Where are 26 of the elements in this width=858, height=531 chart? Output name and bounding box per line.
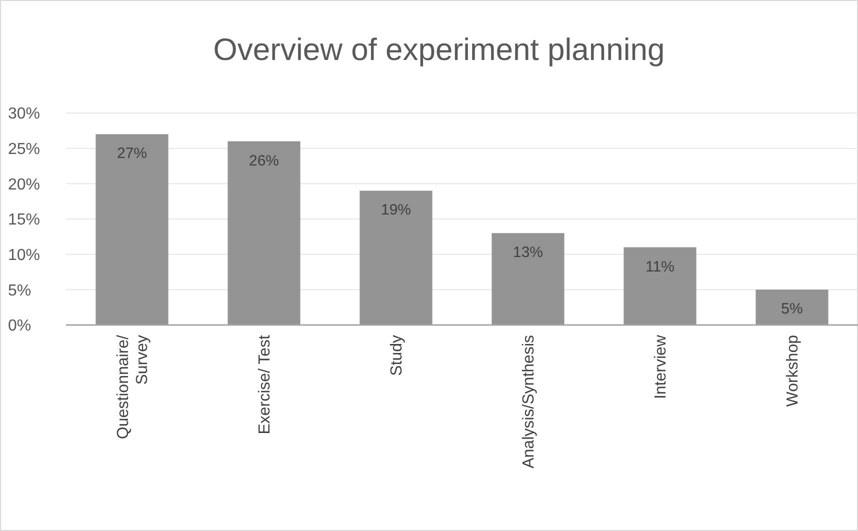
- data-label: 5%: [781, 300, 803, 318]
- bar: [360, 190, 432, 325]
- bar: [96, 134, 168, 325]
- y-tick-label: 0%: [8, 318, 32, 335]
- data-label: 19%: [380, 202, 412, 219]
- data-label: 27%: [116, 145, 148, 162]
- bar: [756, 290, 828, 325]
- y-tick-label: 10%: [8, 246, 40, 264]
- x-tick-label: Study: [388, 335, 406, 376]
- bar: [492, 233, 564, 325]
- x-tick-label: Interview: [652, 334, 670, 400]
- x-tick-label: Workshop: [784, 334, 802, 407]
- y-tick-label: 5%: [8, 282, 32, 300]
- y-tick-label: 20%: [8, 176, 40, 194]
- x-tick-label: Analysis/Synthesis: [520, 335, 538, 468]
- chart-title: Overview of experiment planning: [213, 32, 665, 67]
- y-tick-label: 30%: [8, 106, 40, 123]
- y-tick-label: 15%: [8, 212, 40, 229]
- y-tick-label: 25%: [8, 140, 40, 158]
- data-label: 11%: [646, 258, 674, 276]
- data-label: 13%: [512, 244, 544, 262]
- bar: [228, 141, 300, 325]
- x-tick-label: Questionnaire/ Survey: [115, 334, 152, 440]
- x-tick-label: Exercise/ Test: [256, 334, 274, 434]
- data-label: 26%: [248, 152, 280, 170]
- bar: [624, 247, 696, 325]
